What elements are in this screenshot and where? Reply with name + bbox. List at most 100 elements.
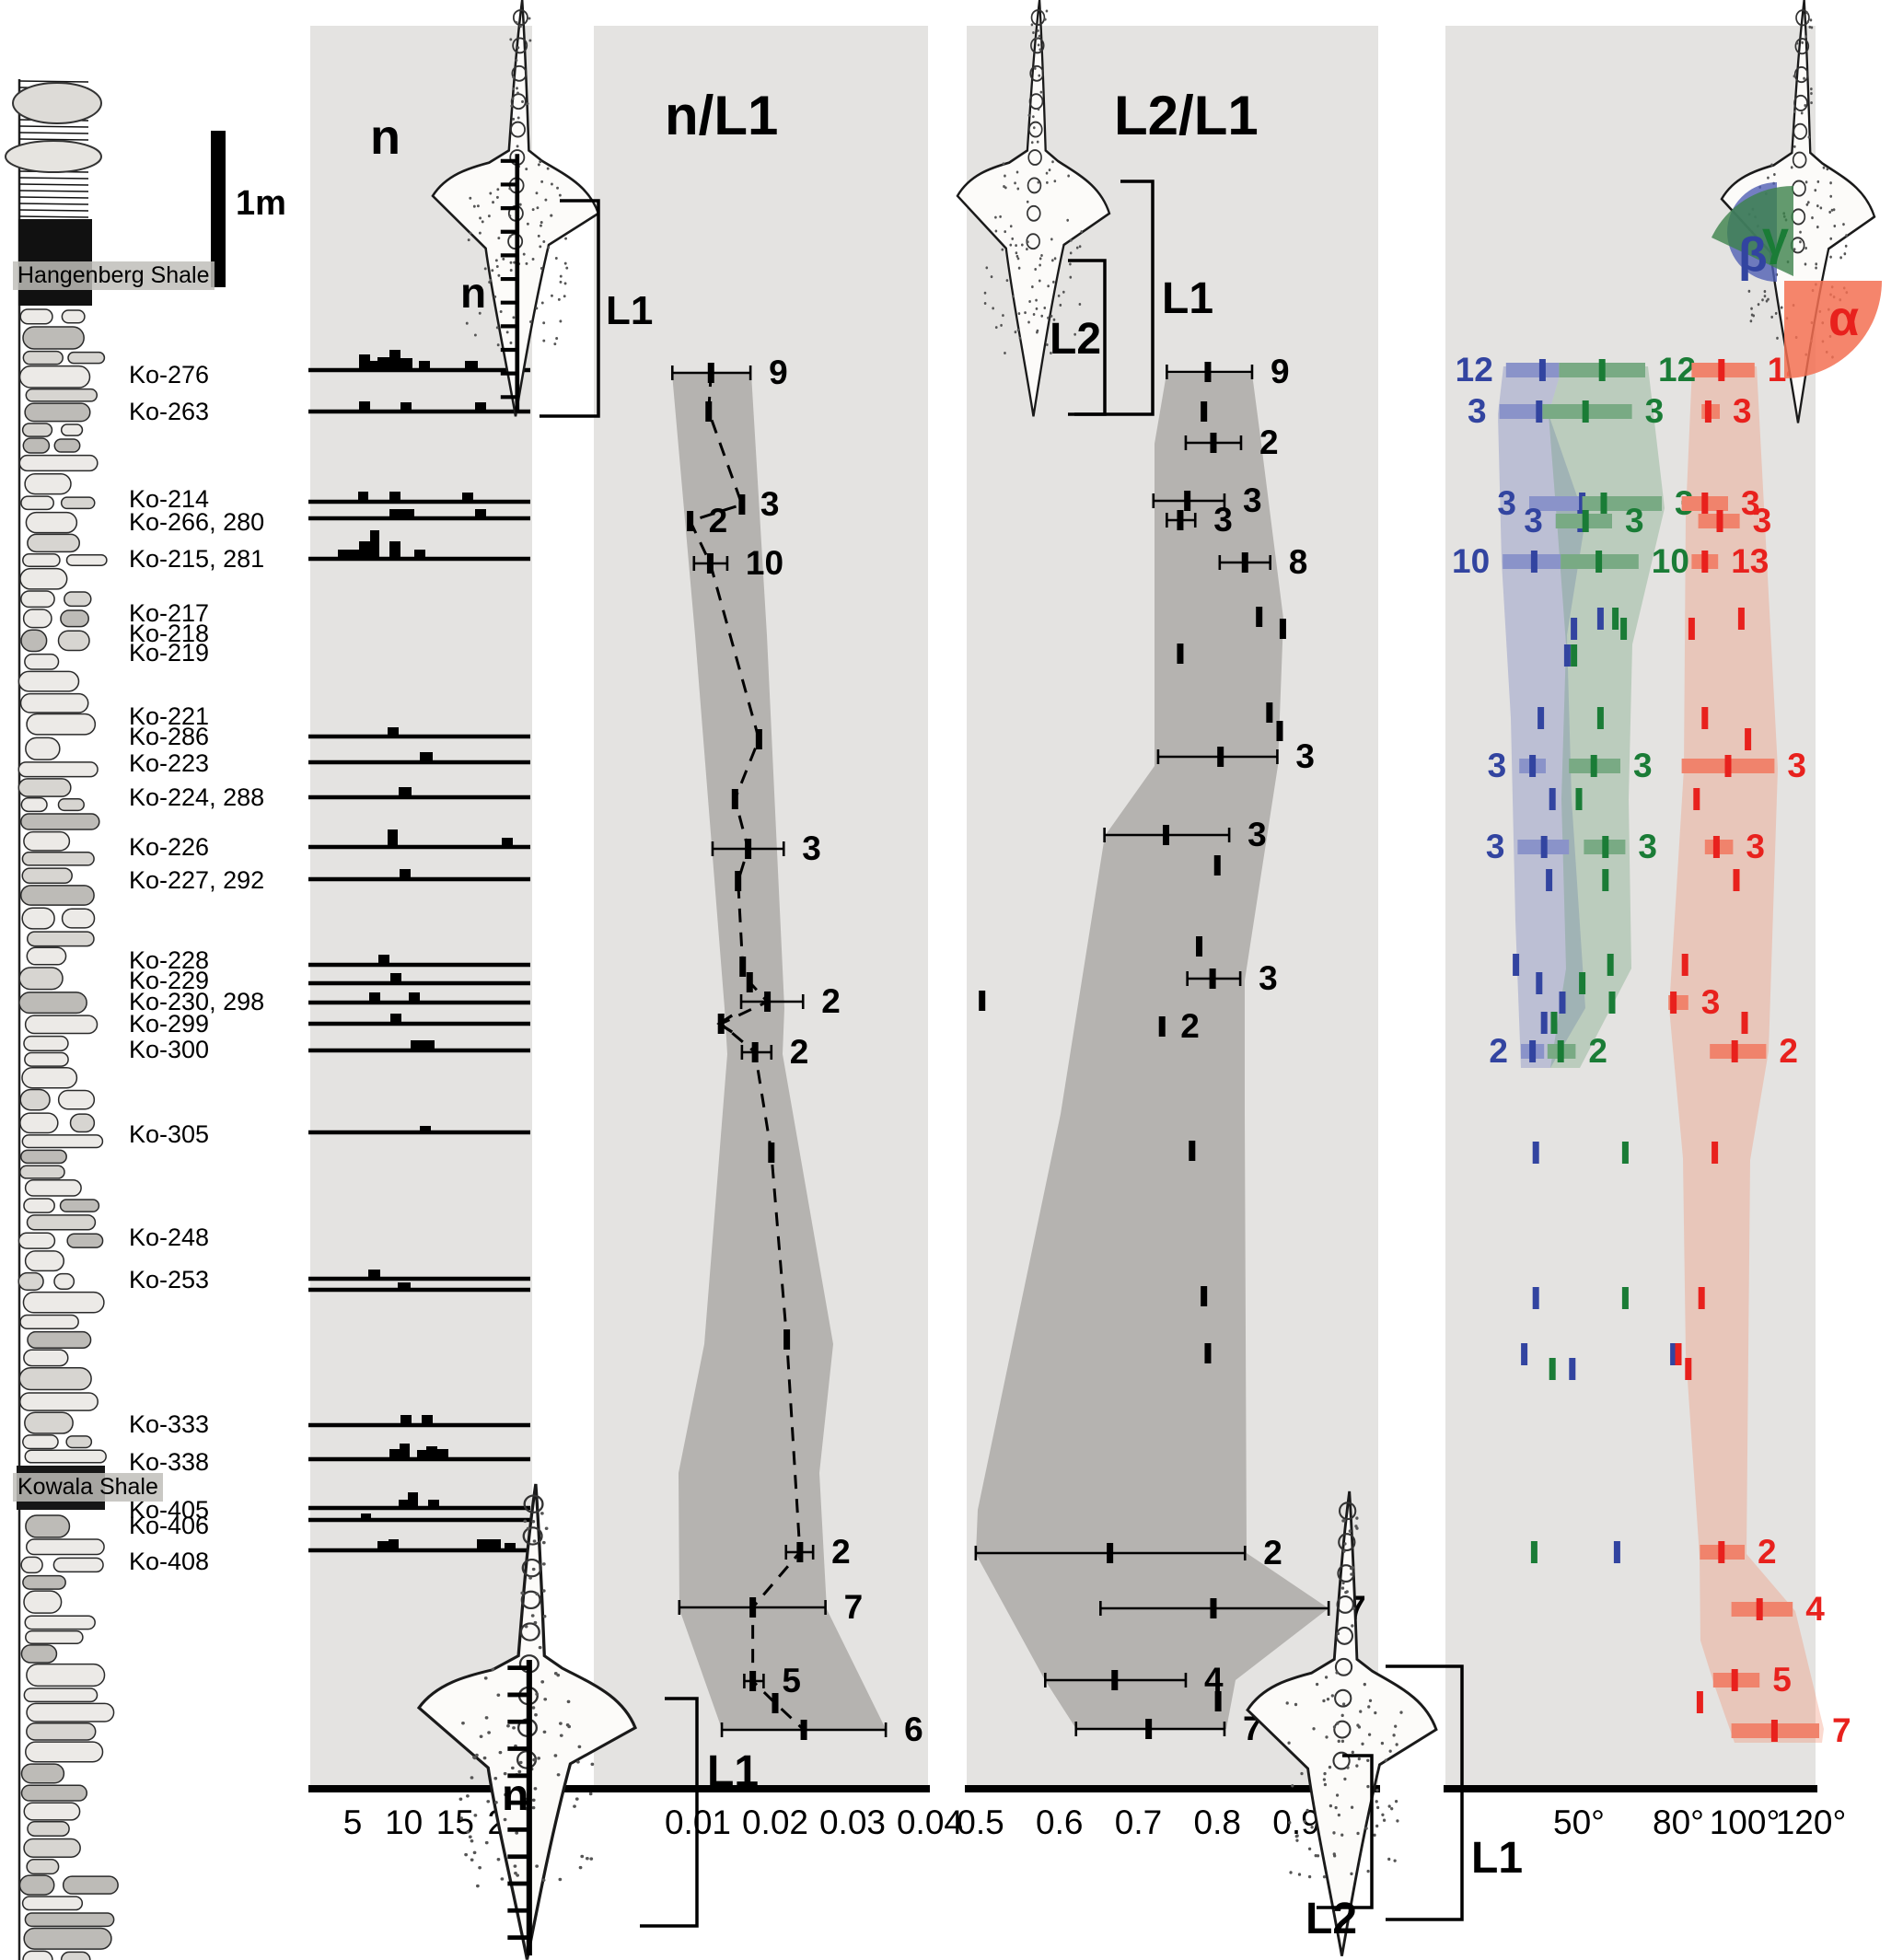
- inset-label: γ: [1762, 212, 1789, 265]
- beta-point: [1546, 869, 1553, 891]
- limestone-lens: [22, 326, 85, 350]
- gamma-count-label: 3: [1645, 392, 1665, 430]
- limestone-lens: [23, 1802, 81, 1821]
- limestone-lens: [53, 1272, 75, 1290]
- histogram-bar: [348, 550, 359, 557]
- data-point: [731, 789, 738, 809]
- histogram-bar: [359, 354, 370, 368]
- limestone-lens: [66, 1233, 104, 1248]
- gamma-point: [1549, 1358, 1556, 1380]
- hatch-line: [18, 196, 89, 199]
- beta-point: [1670, 1343, 1677, 1365]
- alpha-sector: [1784, 281, 1882, 378]
- inset-n-top: [431, 0, 600, 417]
- data-point: [745, 839, 752, 859]
- scale-bar-group: [211, 131, 226, 287]
- data-point: [1214, 1691, 1222, 1711]
- gamma-point: [1602, 836, 1609, 858]
- histogram-bar: [465, 361, 478, 368]
- limestone-lens: [18, 967, 64, 991]
- alpha-count-label: 3: [1701, 983, 1721, 1021]
- count-label: 9: [1271, 353, 1290, 390]
- gamma-point: [1557, 1040, 1564, 1062]
- gamma-point: [1621, 1287, 1629, 1309]
- hatch-line: [18, 215, 89, 218]
- data-point: [1163, 825, 1170, 845]
- histogram-bar: [389, 350, 400, 368]
- beta-point: [1569, 1358, 1576, 1380]
- limestone-lens: [26, 1722, 97, 1741]
- gamma-count-label: 3: [1633, 747, 1653, 784]
- denticle-bead: [1337, 1564, 1355, 1583]
- limestone-lens: [19, 692, 89, 713]
- alpha-count-label: 3: [1787, 747, 1806, 784]
- limestone-lens: [25, 511, 78, 534]
- denticle-bead: [520, 1590, 541, 1610]
- gamma-point: [1620, 618, 1628, 640]
- histogram-bar: [422, 1415, 433, 1423]
- count-label: 2: [1180, 1007, 1200, 1045]
- alpha-point: [1716, 510, 1723, 532]
- limestone-lens: [65, 1435, 93, 1449]
- alpha-point: [1741, 1012, 1748, 1034]
- scale-bar: [211, 131, 226, 287]
- data-point: [783, 1329, 791, 1350]
- fossil-outline: [1720, 0, 1876, 423]
- histogram-bar: [388, 727, 399, 735]
- limestone-lens: [26, 713, 97, 736]
- data-point: [1158, 1016, 1166, 1037]
- limestone-lens: [24, 1179, 82, 1197]
- count-label: 2: [1259, 423, 1279, 461]
- denticle-bead: [1029, 64, 1044, 82]
- inset-label: L1: [606, 288, 653, 333]
- beta-range-bar: [1499, 404, 1541, 419]
- count-label: 5: [782, 1662, 801, 1699]
- beta-count-label: 3: [1468, 392, 1487, 430]
- beta-count-label: 2: [1489, 1032, 1508, 1070]
- sample-label: Ko-253: [129, 1266, 209, 1293]
- beta-point: [1532, 1287, 1539, 1309]
- gamma-point: [1575, 788, 1583, 810]
- histogram-bar: [420, 1126, 431, 1131]
- histogram-bar: [502, 838, 513, 845]
- denticle-bead: [521, 1558, 542, 1578]
- limestone-lens: [52, 1557, 104, 1573]
- denticle-bead: [1334, 1688, 1352, 1708]
- panel-n-background: [310, 26, 532, 1789]
- count-label: 4: [1204, 1661, 1224, 1699]
- histogram-bar: [401, 509, 414, 516]
- panel-n-axis-tick-label: 10: [385, 1803, 423, 1841]
- histogram-bar: [437, 1449, 448, 1457]
- count-label: 2: [831, 1533, 851, 1571]
- histogram-bar: [389, 1449, 400, 1457]
- gamma-point: [1621, 1142, 1629, 1164]
- limestone-lens: [24, 653, 60, 670]
- beta-point: [1530, 551, 1537, 573]
- gamma-count-label: 10: [1652, 542, 1689, 580]
- denticle-bead: [519, 1622, 540, 1641]
- limestone-lens: [20, 797, 48, 813]
- histogram-bar: [400, 358, 412, 368]
- count-label: 3: [1259, 959, 1278, 997]
- limestone-lens: [18, 1366, 92, 1391]
- limestone-lens: [62, 1875, 119, 1895]
- histogram-bar: [409, 992, 420, 1001]
- gamma-point: [1571, 644, 1578, 667]
- histogram-bar: [420, 752, 433, 760]
- alpha-count-label: 3: [1746, 828, 1765, 865]
- beta-point: [1613, 1541, 1620, 1563]
- panel-angles-points: 12121433333333310101333333332222457: [1452, 351, 1851, 1749]
- inset-label: L1: [707, 1747, 759, 1796]
- histogram-bar: [400, 1444, 410, 1457]
- gamma-point: [1607, 954, 1614, 976]
- count-label: 2: [790, 1033, 809, 1071]
- inset-label: n: [460, 269, 486, 317]
- histogram-bar: [422, 1040, 435, 1049]
- limestone-lens: [59, 1199, 100, 1212]
- hatch-line: [18, 177, 89, 180]
- alpha-point: [1745, 728, 1752, 750]
- beta-point: [1536, 400, 1543, 423]
- panel-n-axis-tick-label: 5: [343, 1803, 363, 1841]
